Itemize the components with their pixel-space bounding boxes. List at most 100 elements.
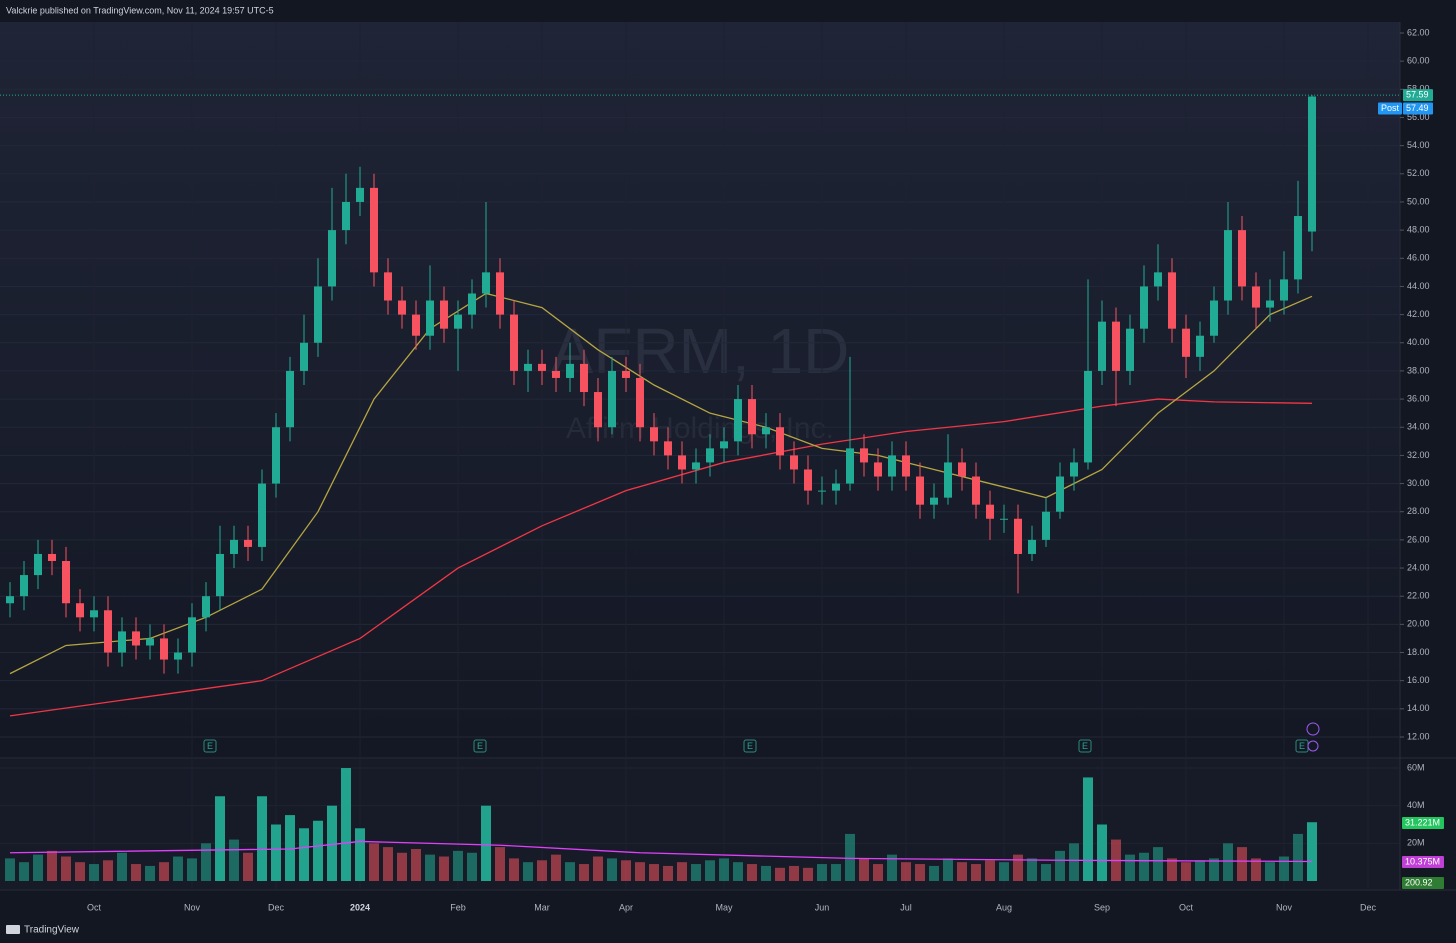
earnings-icon — [473, 739, 487, 753]
volume-bar — [453, 850, 463, 881]
volume-bar — [495, 847, 505, 881]
volume-ma — [9, 840, 1313, 863]
candle-body — [1098, 321, 1106, 371]
volume-bar — [215, 796, 225, 881]
y-tick-label: 18.00 — [1407, 647, 1430, 657]
candle-body — [132, 631, 140, 646]
volume-bar — [299, 828, 309, 881]
candle-body — [412, 314, 420, 336]
y-tick-label: 24.00 — [1407, 562, 1430, 572]
volume-bar — [341, 768, 351, 881]
volume-bar — [607, 858, 617, 881]
candle-body — [860, 448, 868, 463]
volume-bar — [47, 850, 57, 881]
volume-bar — [173, 856, 183, 881]
y-tick-label: 46.00 — [1407, 253, 1430, 263]
candle-body — [832, 483, 840, 491]
volume-bar — [761, 865, 771, 881]
y-tick-label: 52.00 — [1407, 168, 1430, 178]
y-tick-label: 28.00 — [1407, 506, 1430, 516]
y-tick-label: 58.00 — [1407, 84, 1430, 94]
candle-body — [300, 342, 308, 371]
volume-bar — [1055, 850, 1065, 881]
candle-body — [874, 462, 882, 477]
candle-body — [216, 553, 224, 597]
volume-bar — [1307, 822, 1317, 881]
candle-body — [1126, 328, 1134, 371]
volume-bar — [719, 858, 729, 881]
x-tick-label: Mar — [534, 902, 550, 912]
candle-body — [1294, 216, 1302, 280]
candle-body — [356, 187, 364, 202]
volume-bar — [901, 862, 911, 881]
volume-bar — [887, 854, 897, 881]
volume-bar — [313, 820, 323, 881]
volume-bar — [817, 864, 827, 881]
candle-body — [566, 363, 574, 378]
candle-body — [48, 553, 56, 561]
candle-body — [328, 230, 336, 287]
volume-bar — [5, 858, 15, 881]
candle-body — [580, 363, 588, 393]
volume-bar — [355, 828, 365, 881]
volume-bar — [61, 856, 71, 881]
candle-body — [678, 455, 686, 470]
candle-body — [902, 455, 910, 477]
volume-bar — [1125, 854, 1135, 881]
candle-body — [972, 476, 980, 505]
candle-body — [524, 363, 532, 371]
x-tick-label: Apr — [619, 902, 633, 912]
y-tick-label: 22.00 — [1407, 591, 1430, 601]
volume-bar — [383, 847, 393, 881]
candle-body — [426, 300, 434, 336]
last-price-badge — [1403, 89, 1433, 102]
earnings-icon — [743, 739, 757, 753]
footer-text: TradingView — [24, 925, 80, 936]
y-tick-label: 30.00 — [1407, 478, 1430, 488]
y-tick-label: 42.00 — [1407, 309, 1430, 319]
x-tick-label: Nov — [184, 902, 201, 912]
y-tick-label: 62.00 — [1407, 27, 1430, 37]
volume-bar — [1237, 847, 1247, 881]
candle-body — [118, 631, 126, 653]
volume-bar — [747, 864, 757, 881]
volume-bar — [705, 860, 715, 881]
volume-bar — [75, 862, 85, 881]
volume-bar — [285, 815, 295, 881]
post-price-label: 57.49 — [1406, 103, 1429, 113]
y-tick-label: 34.00 — [1407, 422, 1430, 432]
candle-body — [454, 314, 462, 329]
candle-body — [62, 561, 70, 604]
volume-bar — [131, 864, 141, 881]
candle-body — [1308, 96, 1316, 232]
candle-body — [1280, 279, 1288, 301]
volume-bar — [915, 864, 925, 881]
moving-average — [9, 292, 1313, 675]
volume-bar — [103, 860, 113, 881]
candle-body — [496, 272, 504, 315]
y-tick-label: 12.00 — [1407, 731, 1430, 741]
volume-bar — [1223, 843, 1233, 881]
candle-body — [1252, 286, 1260, 308]
candle-body — [230, 539, 238, 554]
y-tick-label: 56.00 — [1407, 112, 1430, 122]
candle-body — [510, 314, 518, 371]
volume-bar — [425, 854, 435, 881]
earnings-label: E — [477, 741, 483, 751]
candle-body — [734, 399, 742, 442]
candle-body — [748, 399, 756, 435]
x-tick-label: Sep — [1094, 902, 1110, 912]
volume-bar — [187, 858, 197, 881]
event-icon — [1307, 740, 1319, 752]
volume-bar — [831, 864, 841, 881]
candle-body — [720, 441, 728, 449]
y-tick-label: 14.00 — [1407, 703, 1430, 713]
x-tick-label: Feb — [450, 902, 466, 912]
candle-body — [160, 638, 168, 660]
candle-body — [314, 286, 322, 343]
candle-body — [6, 596, 14, 604]
y-tick-label: 50.00 — [1407, 196, 1430, 206]
y-tick-label: 20.00 — [1407, 619, 1430, 629]
candle-body — [1238, 230, 1246, 287]
